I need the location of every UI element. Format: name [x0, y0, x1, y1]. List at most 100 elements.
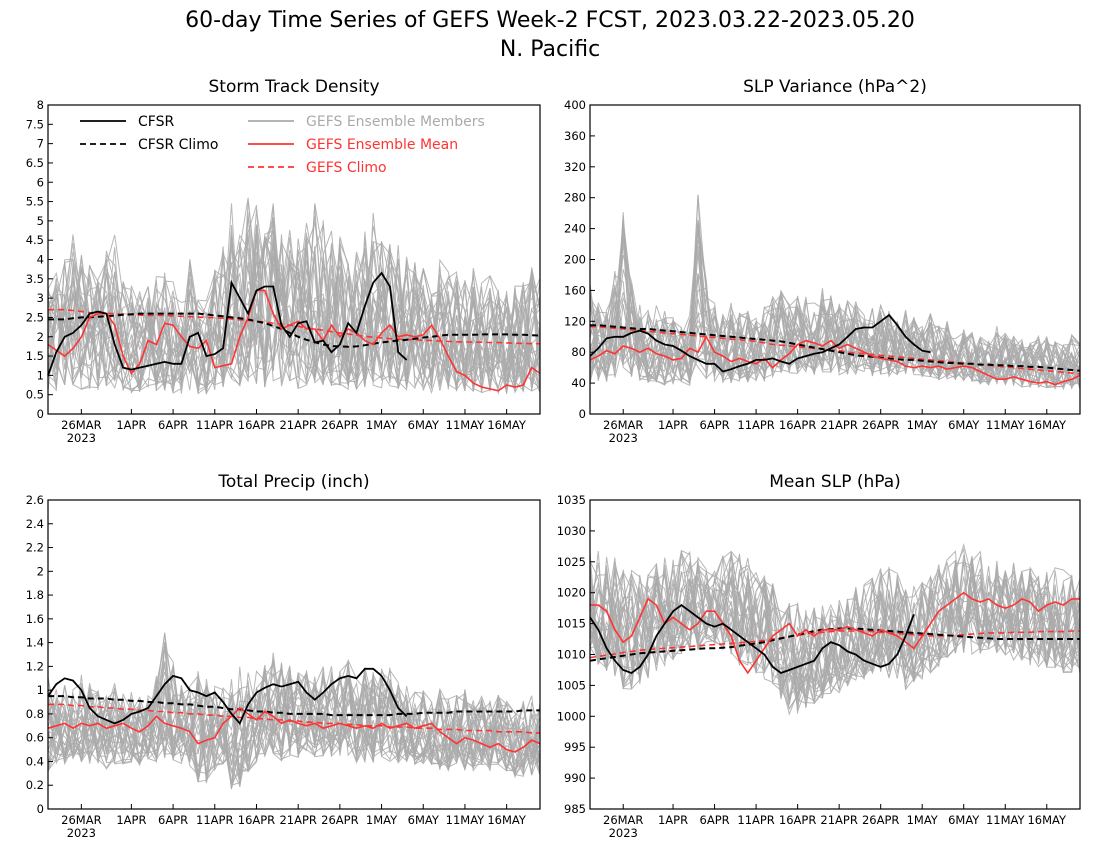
x-tick-label: 16MAY: [1027, 813, 1067, 827]
x-tick-label: 1APR: [116, 813, 146, 827]
figure-title: 60-day Time Series of GEFS Week-2 FCST, …: [185, 8, 915, 33]
legend-label-cfsr: CFSR: [138, 114, 174, 130]
x-tick-year: 2023: [609, 826, 638, 840]
x-tick-label: 26APR: [321, 418, 358, 432]
x-tick-label: 1APR: [658, 813, 688, 827]
y-tick-label: 0.2: [26, 778, 44, 792]
x-tick-label: 21APR: [279, 418, 316, 432]
x-tick-label: 11MAY: [446, 813, 486, 827]
y-tick-label: 1.4: [26, 636, 44, 650]
y-tick-label: 0: [37, 407, 44, 421]
y-tick-label: 360: [564, 129, 586, 143]
member-line: [589, 554, 1081, 708]
y-tick-label: 2: [37, 330, 44, 344]
y-tick-label: 4.5: [26, 233, 44, 247]
panel-title: Storm Track Density: [208, 77, 379, 97]
panel-title: SLP Variance (hPa^2): [743, 77, 927, 97]
y-tick-label: 200: [564, 253, 586, 267]
y-tick-label: 280: [564, 191, 586, 205]
x-tick-label: 21APR: [279, 813, 316, 827]
x-tick-label: 26APR: [321, 813, 358, 827]
y-tick-label: 0.6: [26, 731, 44, 745]
member-line: [47, 259, 541, 390]
y-tick-label: 2.6: [26, 493, 44, 507]
y-tick-label: 3: [37, 291, 44, 305]
y-tick-label: 0: [579, 407, 586, 421]
series-gefs-climo: [589, 630, 1080, 659]
x-tick-label: 6APR: [700, 813, 730, 827]
x-tick-year: 2023: [67, 826, 96, 840]
x-tick-label: 6MAY: [948, 418, 980, 432]
x-tick-year: 2023: [609, 431, 638, 445]
x-tick-label: 6MAY: [408, 813, 440, 827]
y-tick-label: 8: [37, 98, 44, 112]
y-tick-label: 1.8: [26, 588, 44, 602]
series-cfsr: [47, 667, 408, 726]
x-tick-label: 16APR: [238, 418, 275, 432]
x-tick-label: 16MAY: [1027, 418, 1067, 432]
x-tick-label: 16MAY: [487, 418, 527, 432]
y-tick-label: 160: [564, 283, 586, 297]
member-line: [47, 670, 541, 782]
member-line: [47, 233, 541, 394]
y-tick-label: 3.5: [26, 272, 44, 286]
member-line: [47, 237, 541, 392]
figure-subtitle: N. Pacific: [500, 37, 600, 62]
y-tick-label: 2.2: [26, 541, 44, 555]
y-tick-label: 1005: [557, 678, 586, 692]
x-tick-label: 1MAY: [907, 418, 939, 432]
member-line: [589, 549, 1081, 700]
x-tick-label: 26MAR: [61, 418, 101, 432]
y-tick-label: 4: [37, 253, 44, 267]
series-cfsr: [589, 313, 931, 373]
y-tick-label: 6: [37, 175, 44, 189]
member-line: [47, 671, 541, 778]
member-line: [47, 661, 541, 775]
x-tick-label: 11APR: [737, 418, 774, 432]
member-line: [589, 289, 1081, 390]
series-cfsr-climo: [590, 324, 1081, 372]
series-cfsr: [47, 271, 408, 376]
legend-label-gefs-ensemble-mean: GEFS Ensemble Mean: [306, 137, 458, 153]
y-tick-label: 1010: [557, 648, 586, 662]
panel-mean-slp-hpa: Mean SLP (hPa) 985 990 995 1000 1005 1010 1015 1…: [557, 472, 1081, 840]
y-tick-label: 5: [37, 214, 44, 228]
member-line: [589, 285, 1081, 385]
x-tick-label: 11APR: [196, 418, 233, 432]
y-tick-label: 995: [564, 740, 586, 754]
y-tick-label: 5.5: [26, 195, 44, 209]
member-line: [589, 550, 1081, 700]
plot-frame: [47, 499, 541, 810]
y-tick-label: 0.5: [26, 388, 44, 402]
x-tick-label: 6MAY: [948, 813, 980, 827]
x-tick-label: 21APR: [820, 813, 857, 827]
panel-storm-track-density: Storm Track Density 0 0.5 1 1.5 2 2.5 3 3.5 4 4.5 5…: [26, 77, 541, 445]
y-tick-label: 1.6: [26, 612, 44, 626]
x-tick-label: 6MAY: [408, 418, 440, 432]
x-tick-label: 26MAR: [603, 813, 643, 827]
member-line: [589, 222, 1081, 389]
y-tick-label: 240: [564, 222, 586, 236]
x-tick-label: 1MAY: [366, 418, 398, 432]
series-cfsr: [589, 603, 915, 675]
y-tick-label: 1025: [557, 555, 586, 569]
y-tick-label: 2.4: [26, 517, 44, 531]
panel-slp-variance-hpa-2: SLP Variance (hPa^2) 0 40 80 120 160 200 240 280…: [564, 77, 1081, 445]
x-tick-label: 16APR: [238, 813, 275, 827]
legend: CFSR CFSR Climo GEFS Ensemble Members GEFS …: [80, 114, 485, 176]
y-tick-label: 2: [37, 564, 44, 578]
y-tick-label: 1020: [557, 586, 586, 600]
series-cfsr-climo: [48, 312, 541, 348]
y-tick-label: 80: [571, 345, 586, 359]
y-tick-label: 1030: [557, 524, 586, 538]
y-tick-label: 400: [564, 98, 586, 112]
y-tick-label: 0.8: [26, 707, 44, 721]
x-tick-label: 11MAY: [986, 418, 1026, 432]
x-tick-label: 16APR: [779, 418, 816, 432]
member-line: [589, 565, 1081, 687]
series-cfsr-climo: [589, 627, 1080, 662]
panel-total-precip-inch: Total Precip (inch) 0 0.2 0.4 0.6 0.8 1 1.2 1.4 1…: [26, 472, 541, 840]
panel-title: Mean SLP (hPa): [769, 472, 901, 492]
x-tick-label: 6APR: [158, 418, 188, 432]
y-tick-label: 1.5: [26, 349, 44, 363]
